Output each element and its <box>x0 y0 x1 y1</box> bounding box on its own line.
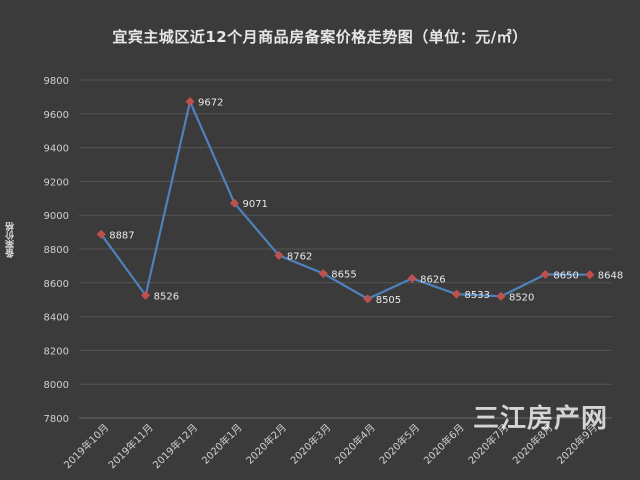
data-label: 8520 <box>509 292 534 303</box>
chart-title: 宜宾主城区近12个月商品房备案价格走势图（单位：元/㎡） <box>112 28 528 46</box>
data-label: 8533 <box>465 290 490 301</box>
data-point <box>229 198 239 208</box>
data-label: 8648 <box>598 271 623 282</box>
x-tick-label: 2020年3月 <box>288 421 334 467</box>
data-point <box>496 291 506 301</box>
data-point <box>407 273 417 283</box>
x-tick-label: 2019年11月 <box>105 421 155 471</box>
data-label: 8762 <box>287 251 312 262</box>
x-tick-label: 2020年5月 <box>376 421 422 467</box>
data-label: 8505 <box>376 295 401 306</box>
data-point <box>96 229 106 239</box>
x-tick-label: 2019年12月 <box>150 421 200 471</box>
y-tick-label: 9600 <box>44 110 69 121</box>
data-point <box>185 97 195 107</box>
y-tick-label: 9800 <box>44 76 69 87</box>
y-tick-label: 8600 <box>44 279 69 290</box>
x-tick-label: 2019年10月 <box>61 421 111 471</box>
data-point <box>141 290 151 300</box>
data-label: 8887 <box>109 230 134 241</box>
data-label: 8655 <box>331 270 356 281</box>
watermark-logo: 三江房产网 <box>473 404 609 434</box>
x-tick-label: 2020年6月 <box>421 421 467 467</box>
x-tick-label: 2020年2月 <box>243 421 289 467</box>
y-tick-label: 9000 <box>44 211 69 222</box>
y-tick-label: 9200 <box>44 177 69 188</box>
data-point <box>363 294 373 304</box>
data-label: 9071 <box>242 199 267 210</box>
data-point <box>452 289 462 299</box>
y-tick-label: 8200 <box>44 346 69 357</box>
data-label: 8650 <box>553 270 578 281</box>
y-tick-label: 8000 <box>44 380 69 391</box>
data-label: 8526 <box>154 291 179 302</box>
data-point <box>540 269 550 279</box>
data-label: 9672 <box>198 98 223 109</box>
y-tick-label: 8800 <box>44 245 69 256</box>
y-tick-label: 8400 <box>44 313 69 324</box>
y-tick-label: 7800 <box>44 414 69 425</box>
x-tick-label: 2020年4月 <box>332 421 378 467</box>
series-line <box>100 98 590 301</box>
data-point <box>585 270 595 280</box>
data-point <box>274 250 284 260</box>
data-label: 8626 <box>420 274 445 285</box>
x-tick-label: 2020年1月 <box>199 421 245 467</box>
y-tick-label: 9400 <box>44 144 69 155</box>
data-point <box>318 268 328 279</box>
